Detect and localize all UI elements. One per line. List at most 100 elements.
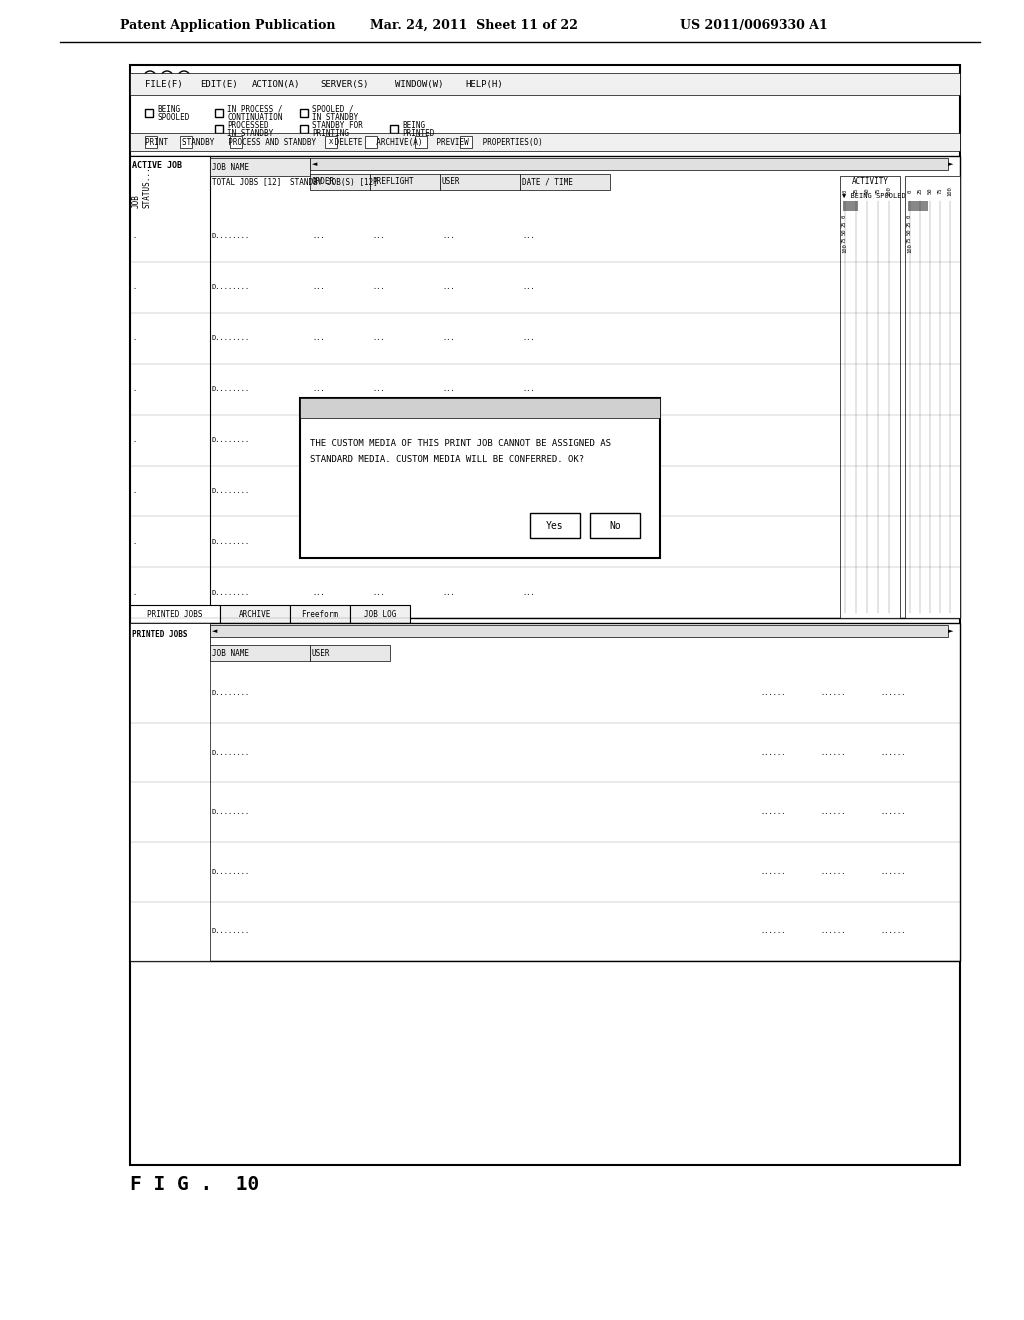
Text: ...: ...: [312, 284, 325, 290]
Bar: [210, 158, 310, 176]
Text: D........: D........: [212, 387, 250, 392]
Bar: [310, 645, 390, 661]
Text: Freeform: Freeform: [301, 610, 339, 619]
Text: D........: D........: [212, 335, 250, 342]
Bar: [908, 201, 928, 211]
Text: ......: ......: [880, 928, 905, 935]
Bar: [365, 136, 377, 148]
Text: ...: ...: [522, 539, 535, 545]
Text: 25: 25: [853, 187, 858, 194]
Bar: [145, 136, 157, 148]
Text: 100: 100: [842, 243, 847, 253]
Text: PRINTED JOBS: PRINTED JOBS: [132, 630, 187, 639]
Text: BEING: BEING: [157, 104, 180, 114]
Text: ...: ...: [312, 335, 325, 342]
Bar: [290, 606, 350, 623]
Bar: [840, 176, 900, 618]
Text: USER: USER: [442, 177, 461, 186]
Text: X: X: [329, 139, 333, 145]
Text: ...: ...: [372, 488, 385, 494]
Text: ...: ...: [372, 234, 385, 239]
Text: IN STANDBY: IN STANDBY: [227, 128, 273, 137]
Text: ...: ...: [442, 437, 455, 444]
Text: WINDOW(W): WINDOW(W): [395, 79, 443, 88]
Text: 25: 25: [918, 187, 923, 194]
Text: 25: 25: [842, 220, 847, 227]
Text: D........: D........: [212, 539, 250, 545]
Text: EDIT(E): EDIT(E): [200, 79, 238, 88]
Bar: [300, 399, 660, 418]
Text: .: .: [132, 488, 136, 494]
Text: D........: D........: [212, 284, 250, 290]
Text: ...: ...: [442, 335, 455, 342]
Text: SERVER(S): SERVER(S): [319, 79, 369, 88]
Text: 75: 75: [938, 187, 942, 194]
Text: PRINTING: PRINTING: [312, 128, 349, 137]
Text: ...: ...: [312, 437, 325, 444]
Text: JOB LOG: JOB LOG: [364, 610, 396, 619]
Text: No: No: [609, 521, 621, 531]
Text: 75: 75: [876, 187, 881, 194]
Text: 75: 75: [842, 236, 847, 243]
Text: ......: ......: [760, 809, 785, 816]
Text: ...: ...: [522, 437, 535, 444]
Text: 100: 100: [907, 243, 912, 253]
Text: ...: ...: [312, 590, 325, 595]
Text: .: .: [132, 335, 136, 342]
Text: ...: ...: [312, 387, 325, 392]
Text: ......: ......: [820, 750, 846, 755]
Bar: [230, 136, 242, 148]
Text: .: .: [132, 539, 136, 545]
Text: ......: ......: [880, 869, 905, 875]
Text: ...: ...: [522, 284, 535, 290]
Bar: [130, 623, 210, 961]
Text: CONTINUATION: CONTINUATION: [227, 112, 283, 121]
Text: ...: ...: [522, 387, 535, 392]
Bar: [310, 174, 370, 190]
Text: ...: ...: [372, 284, 385, 290]
Text: ......: ......: [820, 809, 846, 816]
Bar: [130, 65, 961, 1166]
Bar: [215, 125, 223, 133]
Text: USER: USER: [312, 648, 331, 657]
Bar: [310, 158, 948, 170]
Bar: [145, 110, 153, 117]
Bar: [325, 136, 337, 148]
Text: ......: ......: [880, 809, 905, 816]
Text: .: .: [132, 590, 136, 595]
Text: D........: D........: [212, 590, 250, 595]
Text: ...: ...: [522, 590, 535, 595]
Text: ...: ...: [522, 488, 535, 494]
Text: PROCESSED: PROCESSED: [227, 120, 268, 129]
Text: 0: 0: [842, 214, 847, 218]
Text: D........: D........: [212, 869, 250, 875]
Text: 0: 0: [907, 189, 912, 193]
Text: D........: D........: [212, 690, 250, 696]
Text: DATE / TIME: DATE / TIME: [522, 177, 572, 186]
Text: ...: ...: [442, 590, 455, 595]
Text: JOB NAME: JOB NAME: [212, 648, 249, 657]
Bar: [905, 176, 961, 618]
Bar: [530, 513, 580, 539]
Text: ▼ BEING SPOOLED: ▼ BEING SPOOLED: [842, 193, 906, 199]
Bar: [130, 156, 210, 618]
Text: ......: ......: [760, 750, 785, 755]
Text: PRINT   STANDBY   PROCESS AND STANDBY    DELETE   ARCHIVE(A)   PREVIEW   PROPERT: PRINT STANDBY PROCESS AND STANDBY DELETE…: [145, 137, 543, 147]
Text: .: .: [132, 437, 136, 444]
Text: .: .: [132, 234, 136, 239]
Text: ...: ...: [442, 387, 455, 392]
Text: STANDBY FOR: STANDBY FOR: [312, 120, 362, 129]
Text: 50: 50: [842, 228, 847, 235]
Text: D........: D........: [212, 488, 250, 494]
Bar: [210, 645, 310, 661]
Text: ......: ......: [760, 869, 785, 875]
Text: PRINTED JOBS: PRINTED JOBS: [147, 610, 203, 619]
Text: PRINTED: PRINTED: [402, 128, 434, 137]
Text: Yes: Yes: [546, 521, 564, 531]
Bar: [130, 606, 220, 623]
Text: 50: 50: [928, 187, 933, 194]
Text: ...: ...: [442, 234, 455, 239]
Text: .: .: [132, 387, 136, 392]
Text: ACTIVITY: ACTIVITY: [852, 177, 889, 186]
Text: D........: D........: [212, 928, 250, 935]
